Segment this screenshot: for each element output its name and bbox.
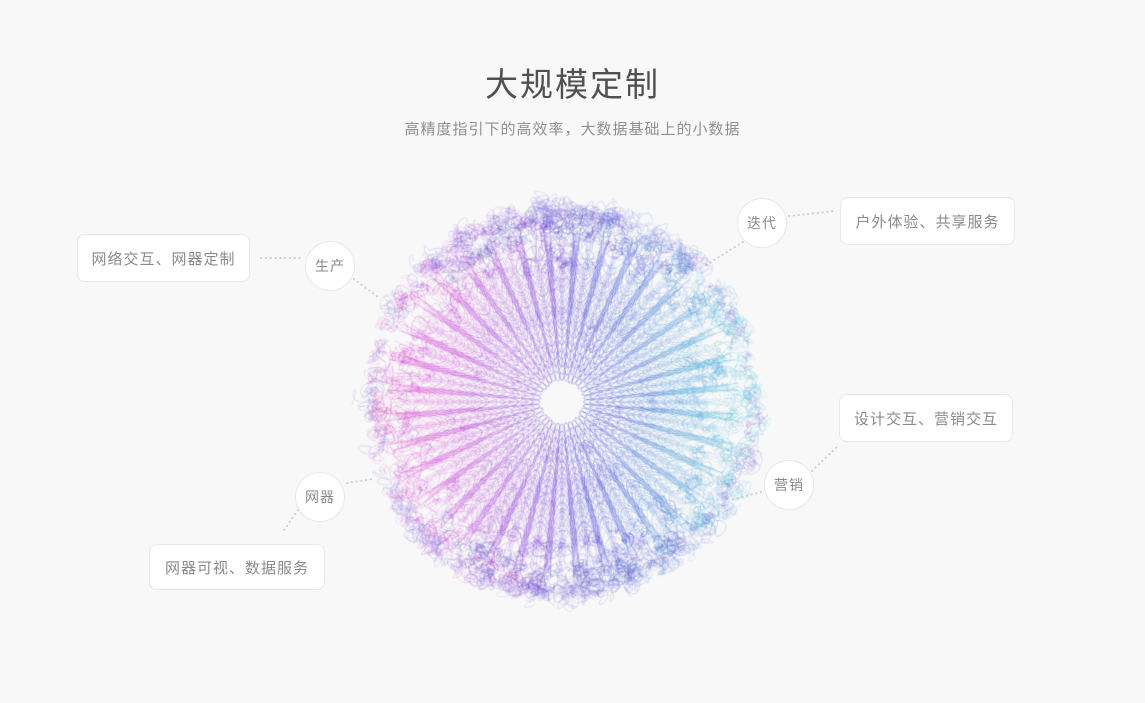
card-outdoor-experience-shared-services: 户外体验、共享服务 [840, 197, 1015, 245]
card-label: 网器可视、数据服务 [164, 559, 309, 577]
card-label: 设计交互、营销交互 [853, 410, 998, 428]
card-design-marketing-interaction: 设计交互、营销交互 [839, 394, 1013, 442]
node-label: 网器 [305, 489, 335, 505]
page-subtitle: 高精度指引下的高效率，大数据基础上的小数据 [404, 121, 741, 138]
node-label: 营销 [774, 477, 804, 493]
connector-device-to-card-bottom-left [281, 509, 299, 534]
card-label: 户外体验、共享服务 [855, 213, 1000, 231]
node-device: 网器 [295, 472, 345, 522]
node-label: 迭代 [747, 215, 777, 231]
node-marketing: 营销 [764, 460, 814, 510]
node-iteration: 迭代 [737, 198, 787, 248]
connector-marketing-to-card-right [811, 445, 839, 472]
node-production: 生产 [305, 241, 355, 291]
card-network-interaction-device-customization: 网络交互、网器定制 [77, 234, 250, 282]
connector-iteration-to-card-top-right [788, 210, 837, 217]
page-title: 大规模定制 [485, 66, 660, 103]
card-device-visualization-data-services: 网器可视、数据服务 [149, 544, 325, 590]
node-label: 生产 [315, 258, 345, 274]
card-label: 网络交互、网器定制 [91, 250, 236, 268]
generative-sphere-graphic [342, 182, 782, 622]
